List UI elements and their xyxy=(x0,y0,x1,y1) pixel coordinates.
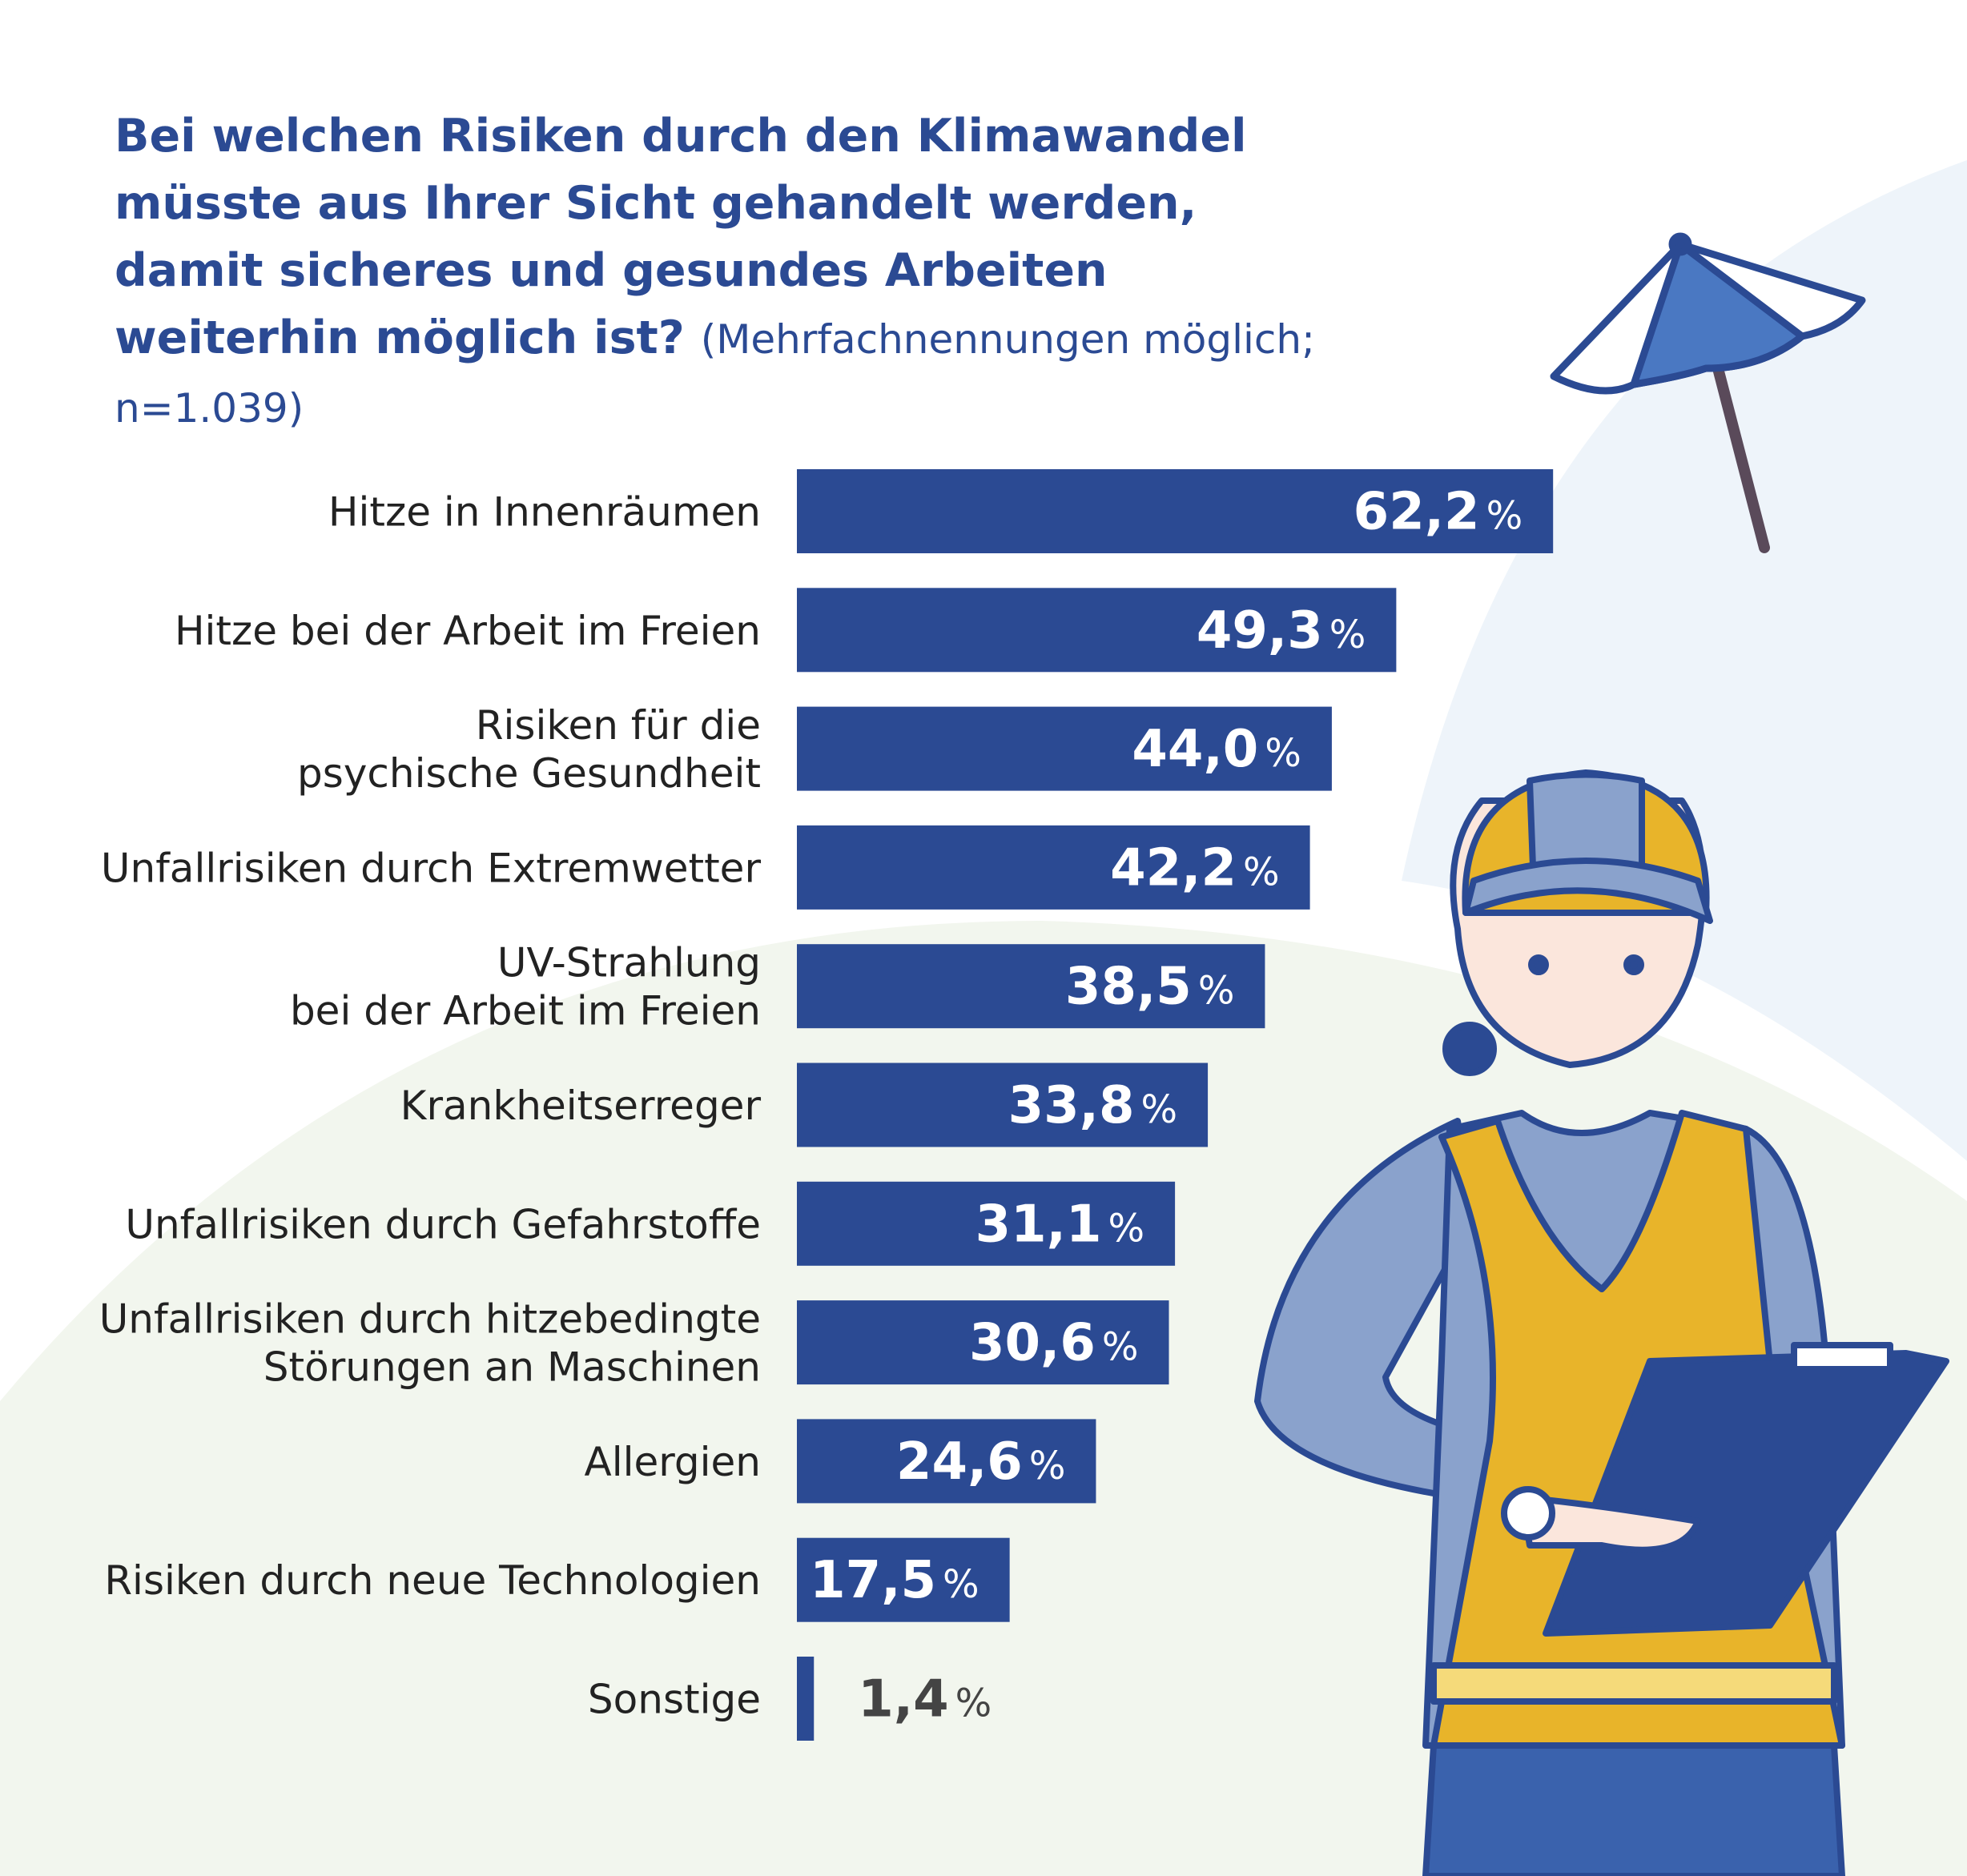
category-label: Unfallrisiken durch Extremwetter xyxy=(101,845,762,891)
bar xyxy=(797,1300,1169,1385)
bar xyxy=(797,1657,815,1741)
bar xyxy=(797,588,1397,673)
bar xyxy=(797,1537,1010,1622)
category-label: Unfallrisiken durch hitzebedingte xyxy=(99,1296,761,1343)
value-unit: % xyxy=(1140,1087,1177,1132)
value-unit: % xyxy=(1108,1206,1144,1251)
value-label: 24,6% xyxy=(896,1432,1066,1492)
worker-illustration xyxy=(1254,769,1949,1876)
bar xyxy=(797,1419,1096,1504)
value-unit: % xyxy=(1243,850,1280,894)
category-label: Hitze in Innenräumen xyxy=(328,489,761,536)
value-label: 31,1% xyxy=(975,1195,1145,1254)
value-number: 30,6 xyxy=(969,1314,1096,1373)
chart-title: Bei welchen Risiken durch den Klimawande… xyxy=(115,102,1316,442)
value-number: 62,2 xyxy=(1354,483,1480,542)
value-label: 38,5% xyxy=(1065,958,1235,1017)
category-label: bei der Arbeit im Freien xyxy=(290,988,761,1034)
bar xyxy=(797,469,1554,553)
value-unit: % xyxy=(1329,613,1366,657)
bar xyxy=(797,944,1265,1029)
value-number: 31,1 xyxy=(975,1195,1102,1254)
bar xyxy=(797,706,1332,791)
value-label: 33,8% xyxy=(1008,1076,1178,1135)
category-label: psychische Gesundheit xyxy=(297,750,761,797)
category-label: Sonstige xyxy=(588,1677,761,1723)
value-number: 38,5 xyxy=(1065,958,1192,1017)
category-label: Hitze bei der Arbeit im Freien xyxy=(175,608,761,654)
value-number: 44,0 xyxy=(1132,720,1258,779)
bar xyxy=(797,825,1310,910)
value-label: 17,5% xyxy=(810,1551,979,1610)
value-unit: % xyxy=(1029,1444,1066,1488)
value-label: 30,6% xyxy=(969,1314,1139,1373)
category-label: UV-Strahlung xyxy=(497,940,761,986)
category-label: Unfallrisiken durch Gefahrstoffe xyxy=(125,1201,761,1247)
value-number: 33,8 xyxy=(1008,1076,1135,1135)
subtitle-text: (Mehrfachnennungen möglich; n=1.039) xyxy=(115,316,1315,432)
value-number: 1,4 xyxy=(858,1670,948,1729)
value-label: 49,3% xyxy=(1197,601,1366,661)
bar xyxy=(797,1063,1209,1147)
category-label: Risiken für die xyxy=(476,702,761,749)
value-unit: % xyxy=(1265,731,1301,776)
value-number: 42,2 xyxy=(1110,838,1237,898)
value-unit: % xyxy=(955,1681,992,1726)
category-label: Allergien xyxy=(584,1439,761,1485)
value-unit: % xyxy=(943,1562,979,1607)
value-label: 42,2% xyxy=(1110,838,1280,898)
umbrella-icon xyxy=(1550,232,1866,553)
value-label: 1,4% xyxy=(858,1670,992,1729)
value-number: 49,3 xyxy=(1197,601,1323,661)
title-text: Bei welchen Risiken durch den Klimawande… xyxy=(115,110,1247,364)
value-label: 44,0% xyxy=(1132,720,1301,779)
value-unit: % xyxy=(1198,969,1235,1014)
value-unit: % xyxy=(1102,1325,1139,1370)
category-label: Krankheitserreger xyxy=(400,1083,762,1129)
category-label: Störungen an Maschinen xyxy=(263,1344,761,1391)
value-unit: % xyxy=(1486,494,1523,539)
value-number: 24,6 xyxy=(896,1432,1023,1492)
value-label: 62,2% xyxy=(1354,483,1523,542)
value-number: 17,5 xyxy=(810,1551,936,1610)
bar xyxy=(797,1181,1176,1266)
category-label: Risiken durch neue Technologien xyxy=(104,1557,761,1604)
